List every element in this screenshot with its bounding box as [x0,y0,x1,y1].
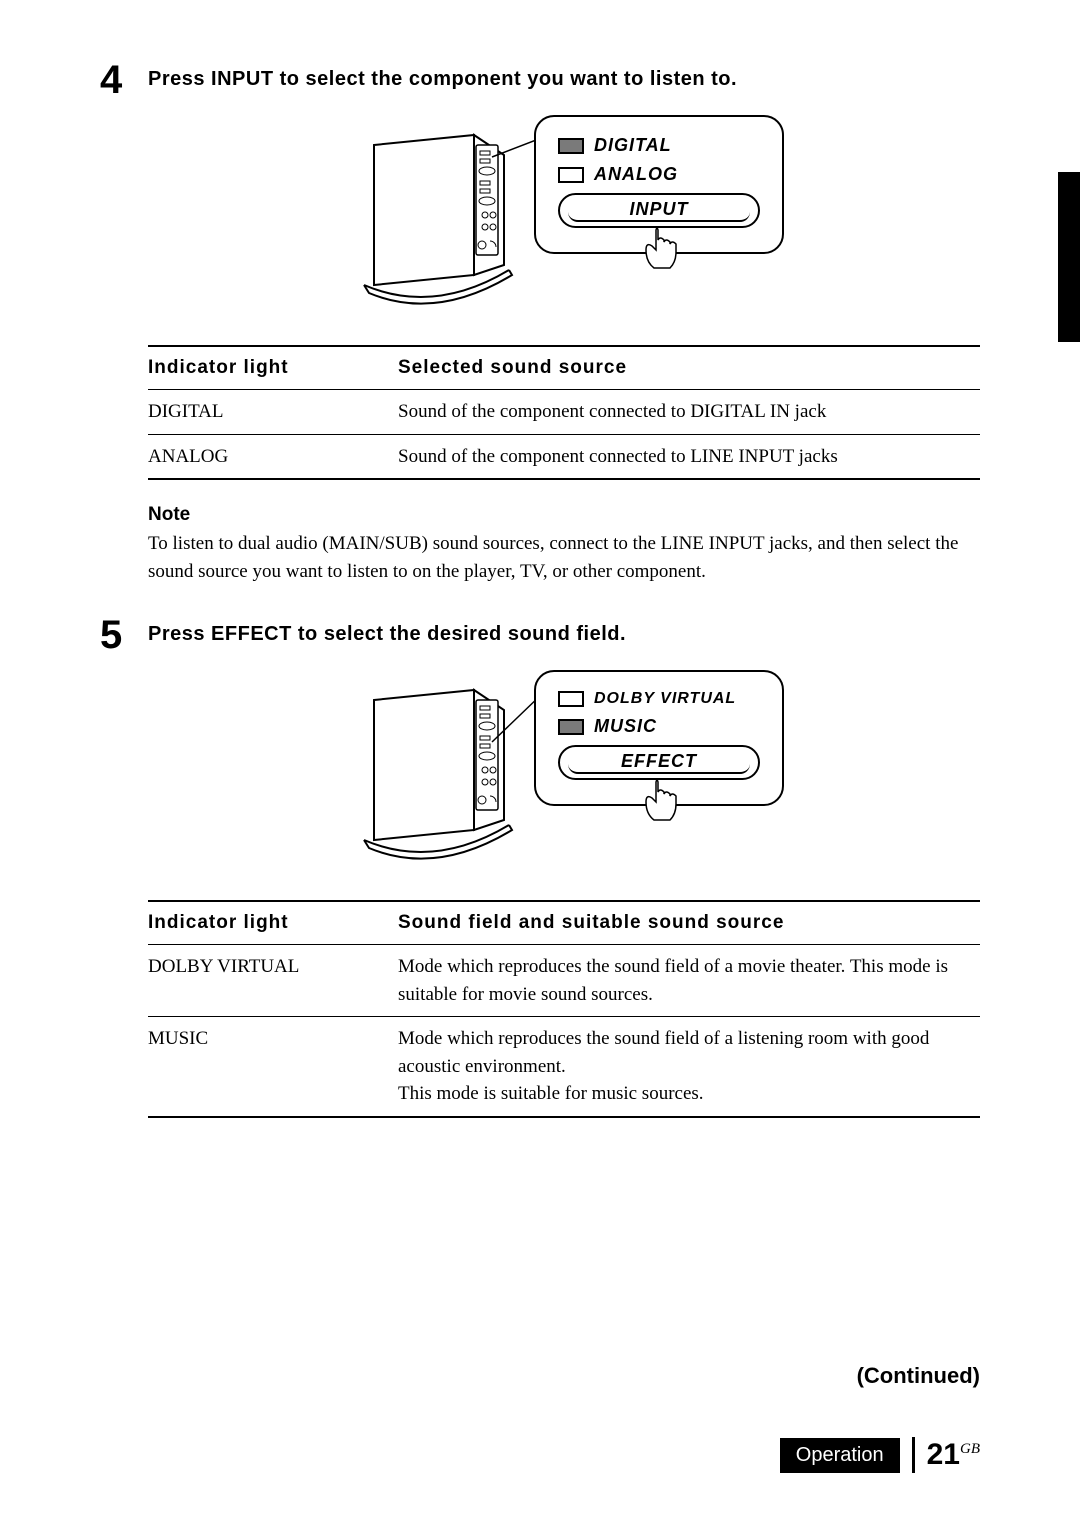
step4-th-1: Indicator light [148,346,398,390]
music-led-icon [558,719,584,735]
analog-label: ANALOG [594,164,678,185]
input-button[interactable]: INPUT [558,193,760,228]
step5-r1c2: Mode which reproduces the sound field of… [398,945,980,1017]
step-4-title: Press INPUT to select the component you … [148,68,980,91]
speaker-icon [344,115,534,315]
table-row: DIGITAL Sound of the component connected… [148,390,980,435]
analog-led-icon [558,167,584,183]
hand-pointer-icon [636,776,682,826]
step-5-title: Press EFFECT to select the desired sound… [148,623,980,646]
note-label: Note [148,504,980,526]
hand-pointer-icon [636,224,682,274]
step-5-remote-panel: DOLBY VIRTUAL MUSIC EFFECT [534,670,784,806]
effect-button-text: EFFECT [621,751,697,771]
music-option: MUSIC [558,716,760,737]
table-row: ANALOG Sound of the component connected … [148,434,980,479]
digital-label: DIGITAL [594,135,672,156]
table-row: DOLBY VIRTUAL Mode which reproduces the … [148,945,980,1017]
continued-label: (Continued) [857,1363,980,1389]
step5-th-2: Sound field and suitable sound source [398,901,980,945]
page-number: 21GB [927,1438,980,1472]
step-4-number: 4 [100,60,148,585]
page-footer: Operation 21GB [780,1437,980,1473]
step-5: 5 Press EFFECT to select the desired sou… [100,615,980,1118]
effect-button[interactable]: EFFECT [558,745,760,780]
note-body: To listen to dual audio (MAIN/SUB) sound… [148,530,980,585]
step-5-table: Indicator light Sound field and suitable… [148,900,980,1118]
digital-option: DIGITAL [558,135,760,156]
step4-r2c2: Sound of the component connected to LINE… [398,434,980,479]
dolby-led-icon [558,691,584,707]
step5-th-1: Indicator light [148,901,398,945]
footer-section-label: Operation [780,1438,900,1473]
step-5-number: 5 [100,615,148,1118]
footer-divider [912,1437,915,1473]
digital-led-icon [558,138,584,154]
speaker-icon [344,670,534,870]
step4-r2c1: ANALOG [148,434,398,479]
music-label: MUSIC [594,716,657,737]
step-4-diagram: DIGITAL ANALOG INPUT [148,115,980,315]
step-5-diagram: DOLBY VIRTUAL MUSIC EFFECT [148,670,980,870]
dolby-label: DOLBY VIRTUAL [594,690,736,708]
step5-r1c1: DOLBY VIRTUAL [148,945,398,1017]
input-button-text: INPUT [630,199,689,219]
step4-r1c1: DIGITAL [148,390,398,435]
step-4-remote-panel: DIGITAL ANALOG INPUT [534,115,784,254]
page-lang: GB [960,1441,980,1457]
page-number-value: 21 [927,1438,960,1471]
step4-th-2: Selected sound source [398,346,980,390]
analog-option: ANALOG [558,164,760,185]
step5-r2c1: MUSIC [148,1017,398,1117]
step-4-table: Indicator light Selected sound source DI… [148,345,980,480]
table-row: MUSIC Mode which reproduces the sound fi… [148,1017,980,1117]
step5-r2c2: Mode which reproduces the sound field of… [398,1017,980,1117]
step4-r1c2: Sound of the component connected to DIGI… [398,390,980,435]
dolby-option: DOLBY VIRTUAL [558,690,760,708]
step-4: 4 Press INPUT to select the component yo… [100,60,980,585]
